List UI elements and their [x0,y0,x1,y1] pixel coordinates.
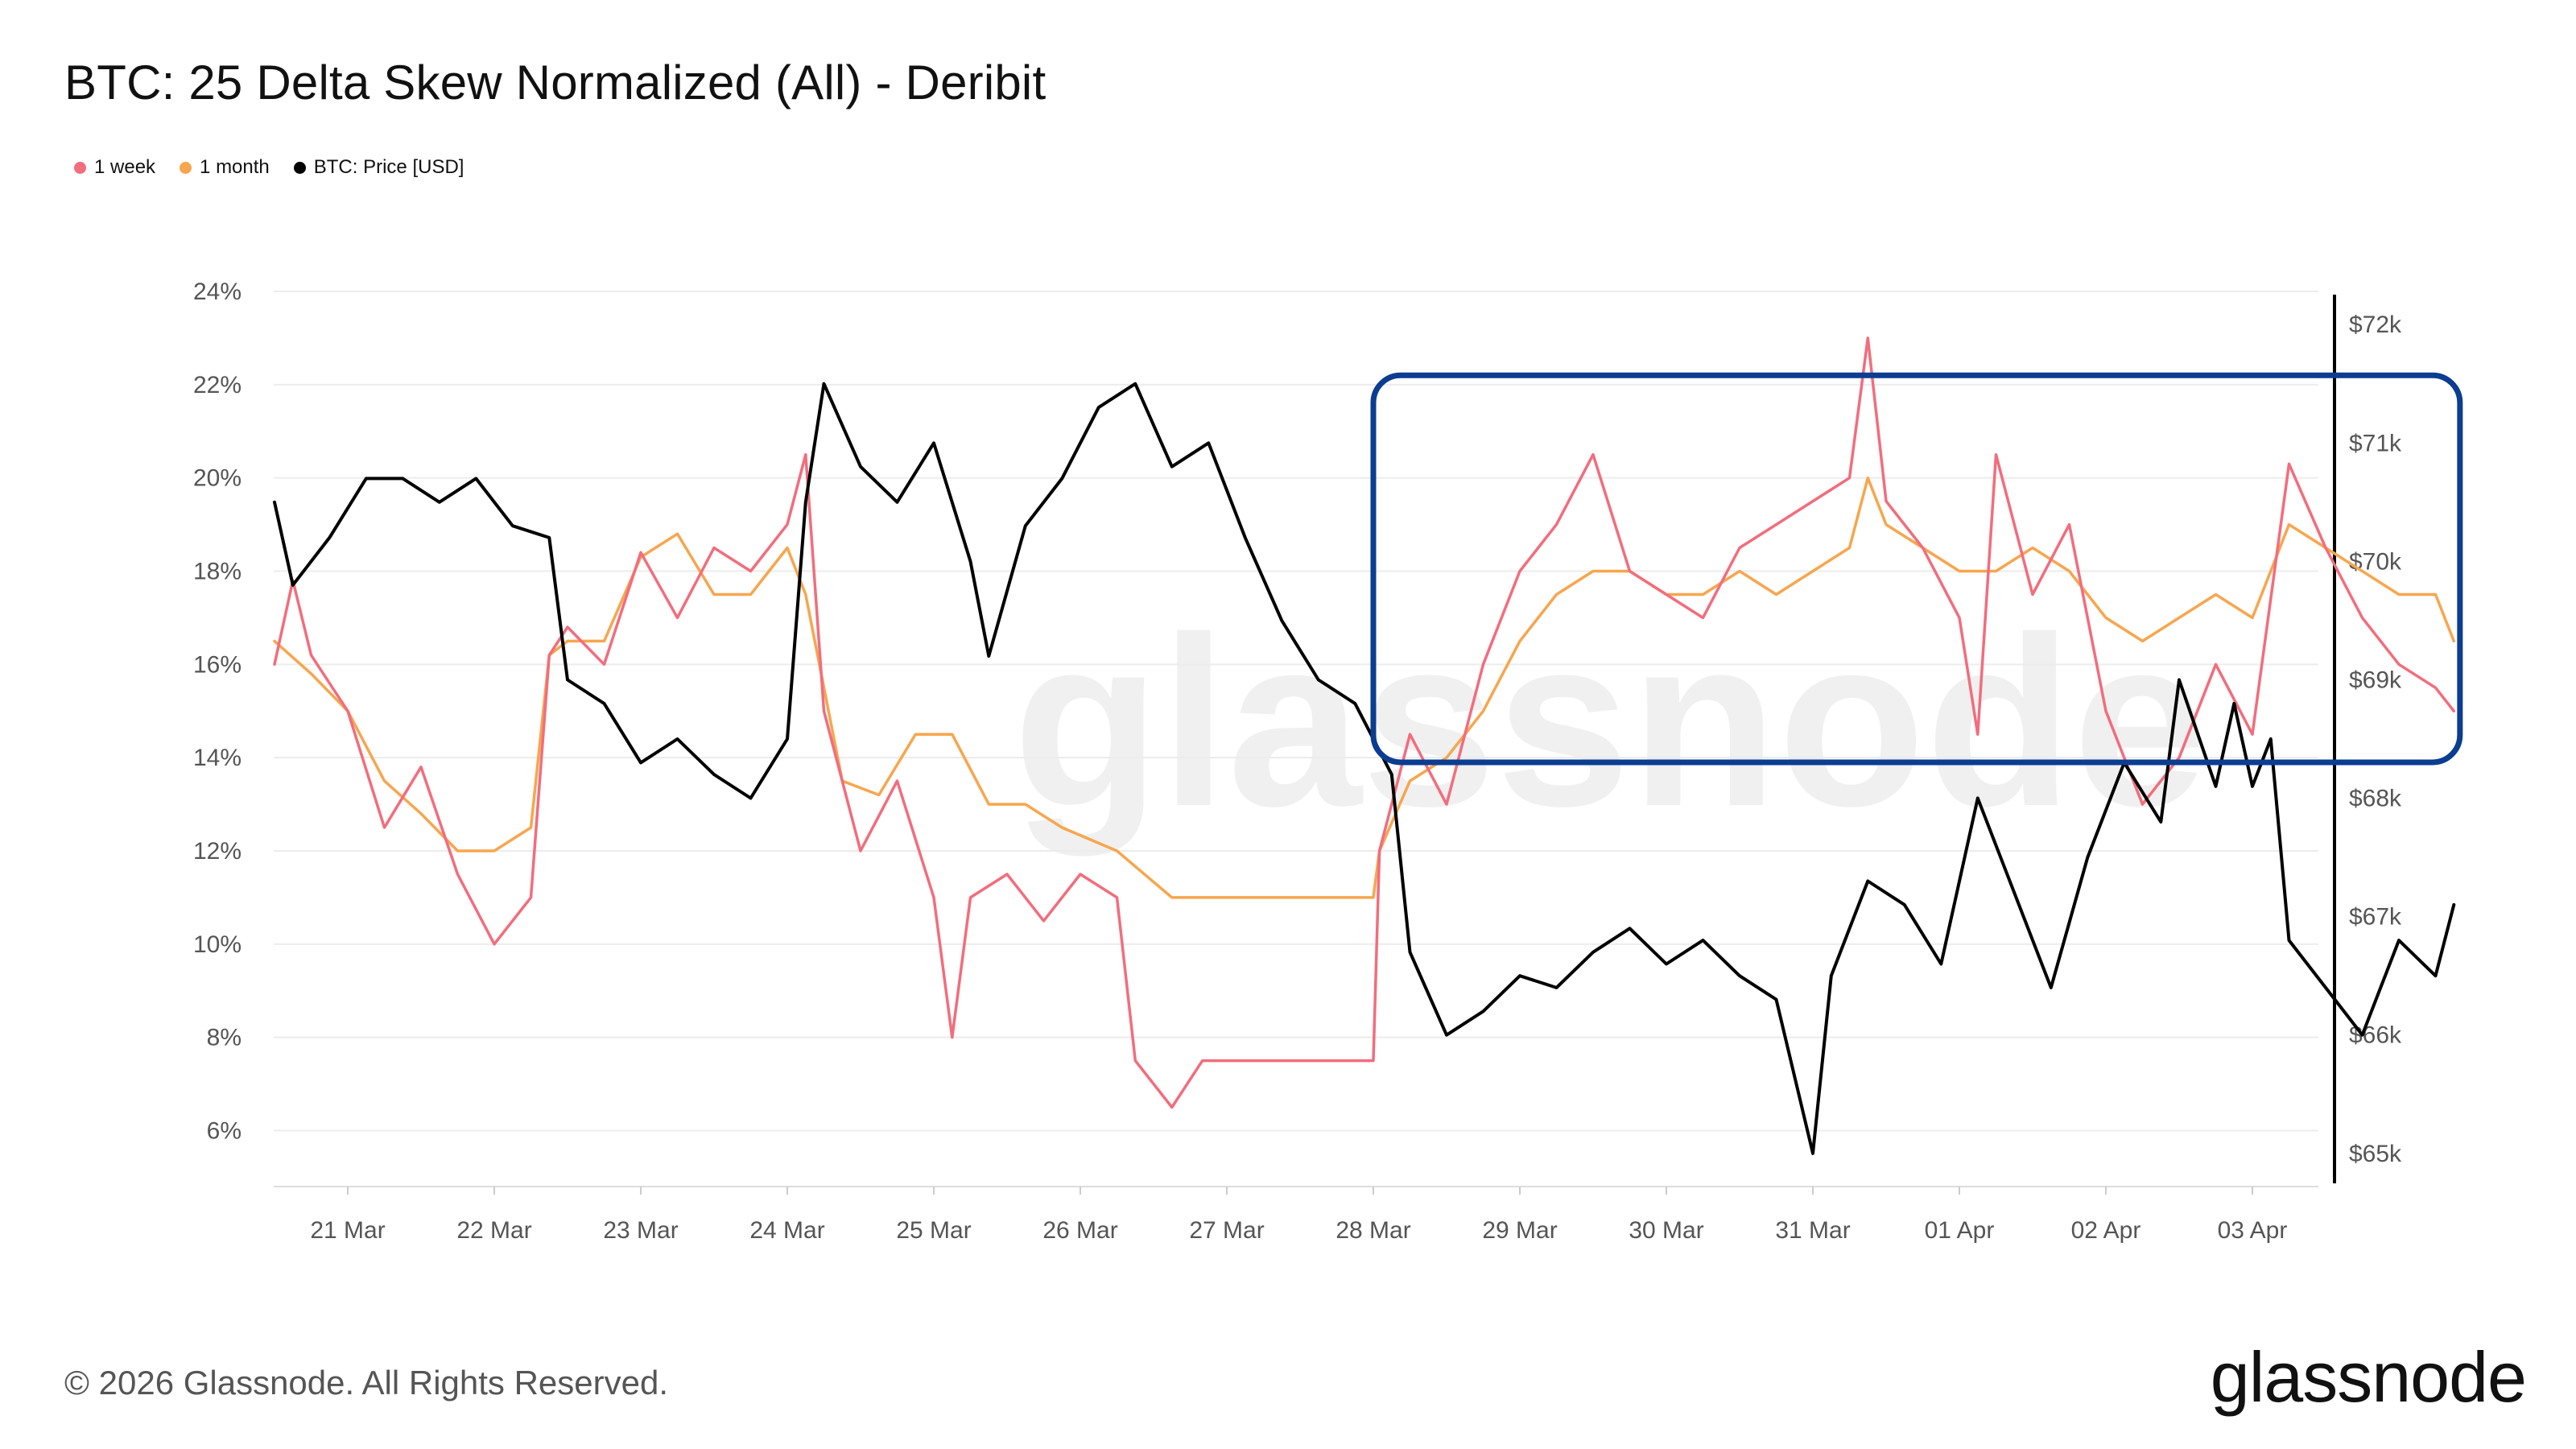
x-tick-label: 02 Apr [2071,1217,2141,1244]
gridlines [274,291,2318,1187]
legend-item-btc-price[interactable]: BTC: Price [USD] [293,156,464,179]
left-tick-label: 14% [193,745,242,771]
legend-dot-btc-price [293,161,306,174]
legend-label-1-week: 1 week [94,156,156,178]
x-tick-label: 22 Mar [456,1217,531,1244]
right-tick-label: $70k [2349,548,2402,575]
right-tick-label: $72k [2349,312,2402,338]
x-axis: 21 Mar 22 Mar 23 Mar 24 Mar 25 Mar 26 Mar 27 M… [310,1187,2287,1244]
x-tick-label: 25 Mar [896,1217,971,1244]
right-tick-label: $66k [2349,1022,2402,1049]
x-tick-label: 03 Apr [2218,1217,2288,1244]
footer-logo: glassnode [2210,1337,2527,1417]
right-tick-label: $71k [2349,430,2402,456]
left-tick-label: 22% [193,372,242,398]
legend-item-1-week[interactable]: 1 week [74,156,155,179]
left-tick-label: 10% [193,931,242,958]
right-tick-label: $68k [2349,786,2402,812]
left-y-axis: 6% 8% 10% 12% 14% 16% 18% 20% 22% 24% [193,279,242,1145]
left-tick-label: 16% [193,651,242,678]
right-y-axis: $65k $66k $67k $68k $69k $70k $71k $72k [2333,295,2402,1183]
right-tick-label: $65k [2349,1141,2402,1167]
x-tick-label: 21 Mar [310,1217,385,1244]
x-tick-label: 30 Mar [1629,1217,1703,1244]
annotation-layer [1370,372,2463,766]
legend-label-1-month: 1 month [200,156,270,178]
x-tick-label: 31 Mar [1775,1217,1850,1244]
watermark: glassnode [1013,586,2207,858]
left-tick-label: 8% [207,1025,242,1051]
left-tick-label: 12% [193,838,242,865]
btc-price-line [273,382,2456,1155]
legend-item-1-month[interactable]: 1 month [180,156,270,179]
1-week-line [273,336,2456,1109]
series-layer [273,336,2456,1155]
left-tick-label: 18% [193,559,242,585]
x-tick-label: 28 Mar [1335,1217,1410,1244]
legend-dot-1-month [180,161,192,174]
highlight-box [1370,372,2463,766]
left-tick-label: 20% [193,465,242,492]
legend-label-btc-price: BTC: Price [USD] [313,156,464,178]
left-tick-label: 24% [193,279,242,305]
right-tick-label: $69k [2349,667,2402,693]
x-tick-label: 26 Mar [1042,1217,1117,1244]
left-tick-label: 6% [207,1118,242,1145]
x-tick-label: 23 Mar [603,1217,678,1244]
x-tick-label: 27 Mar [1189,1217,1264,1244]
right-tick-label: $67k [2349,904,2402,931]
legend-dot-1-week [74,161,86,174]
x-tick-label: 01 Apr [1925,1217,1995,1244]
chart-title: BTC: 25 Delta Skew Normalized (All) - De… [64,56,1046,109]
legend: 1 week 1 month BTC: Price [USD] [74,156,464,179]
footer-copyright: © 2026 Glassnode. All Rights Reserved. [64,1364,669,1402]
x-tick-label: 24 Mar [749,1217,824,1244]
x-tick-label: 29 Mar [1482,1217,1557,1244]
